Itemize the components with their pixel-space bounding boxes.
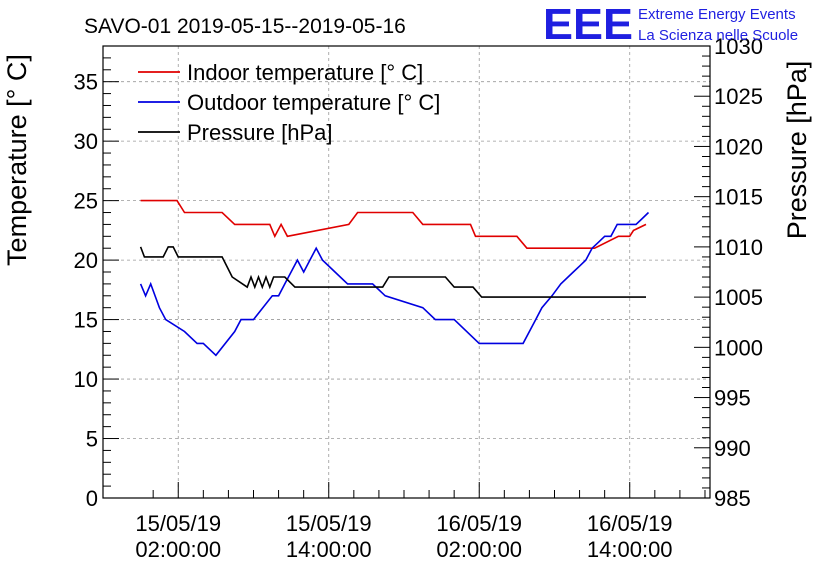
y-right-tick-label: 1010 bbox=[714, 235, 763, 260]
legend-label-1: Outdoor temperature [° C] bbox=[187, 90, 440, 115]
y-right-tick-label: 990 bbox=[714, 436, 751, 461]
y-right-tick-label: 995 bbox=[714, 386, 751, 411]
y-left-tick-label: 20 bbox=[74, 248, 98, 273]
y-right-tick-label: 1000 bbox=[714, 335, 763, 360]
y-left-tick-label: 35 bbox=[74, 70, 98, 95]
logo-line1: Extreme Energy Events bbox=[638, 6, 796, 23]
legend: Indoor temperature [° C] Outdoor temperat… bbox=[138, 60, 440, 145]
logo-mark: EEE bbox=[543, 0, 633, 49]
y-right-tick-label: 1025 bbox=[714, 84, 763, 109]
y-right-tick-label: 1005 bbox=[714, 285, 763, 310]
y-left-tick-label: 30 bbox=[74, 129, 98, 154]
legend-label-0: Indoor temperature [° C] bbox=[187, 60, 423, 85]
y-axis-label-left: Temperature [° C] bbox=[2, 54, 32, 266]
x-tick-label-time: 02:00:00 bbox=[135, 537, 221, 562]
x-tick-label-time: 14:00:00 bbox=[587, 537, 673, 562]
x-tick-label-date: 15/05/19 bbox=[286, 511, 372, 536]
series-layer bbox=[139, 199, 650, 357]
y-left-tick-label: 5 bbox=[86, 427, 98, 452]
y-right-tick-label: 1020 bbox=[714, 134, 763, 159]
legend-label-2: Pressure [hPa] bbox=[187, 120, 333, 145]
y-right-tick-label: 1015 bbox=[714, 185, 763, 210]
x-tick-label-time: 02:00:00 bbox=[436, 537, 522, 562]
y-left-tick-label: 10 bbox=[74, 367, 98, 392]
logo-line2: La Scienza nelle Scuole bbox=[638, 27, 798, 44]
x-tick-label-date: 15/05/19 bbox=[135, 511, 221, 536]
x-tick-label-date: 16/05/19 bbox=[436, 511, 522, 536]
series-line-0 bbox=[140, 199, 647, 249]
series-line-2 bbox=[139, 246, 646, 298]
chart-title: SAVO-01 2019-05-15--2019-05-16 bbox=[84, 15, 406, 38]
y-left-tick-label: 0 bbox=[86, 486, 98, 511]
x-tick-label-date: 16/05/19 bbox=[587, 511, 673, 536]
grid-lines bbox=[103, 46, 710, 498]
y-right-tick-label: 985 bbox=[714, 486, 751, 511]
y-left-tick-label: 25 bbox=[74, 189, 98, 214]
series-line-1 bbox=[139, 211, 650, 357]
y-axis-label-right: Pressure [hPa] bbox=[782, 61, 812, 240]
axes: 0510152025303598599099510001005101010151… bbox=[74, 34, 763, 562]
x-tick-label-time: 14:00:00 bbox=[286, 537, 372, 562]
y-left-tick-label: 15 bbox=[74, 308, 98, 333]
y-right-tick-label: 1030 bbox=[714, 34, 763, 59]
